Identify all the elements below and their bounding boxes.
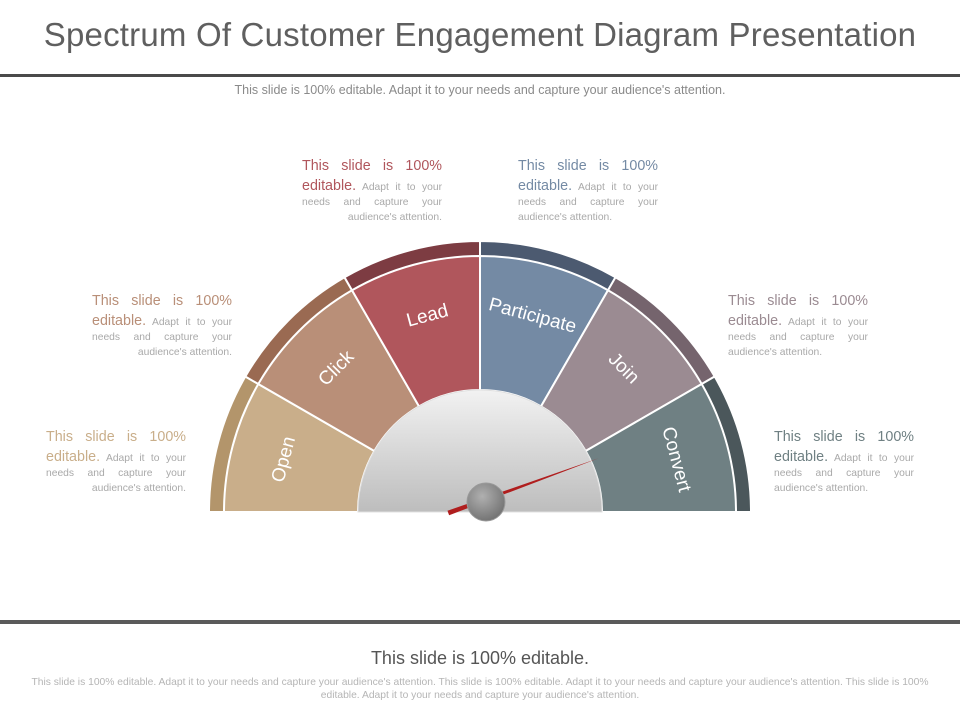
stage-note-body: Adapt it to your needs and capture your …	[518, 181, 658, 223]
slide-title: Spectrum Of Customer Engagement Diagram …	[43, 16, 917, 53]
slide-subtitle: This slide is 100% editable. Adapt it to…	[234, 83, 726, 97]
stage-note-participate: This slide is 100% editable. Adapt it to…	[518, 157, 658, 225]
footer-text: This slide is 100% editable. Adapt it to…	[31, 677, 929, 701]
stage-note-body: Adapt it to your needs and capture your …	[728, 316, 868, 358]
footer-title: This slide is 100% editable.	[370, 648, 590, 668]
gauge-dial	[357, 389, 603, 513]
stage-note-heading: This slide is 100% editable.	[518, 158, 658, 194]
stage-note-click: This slide is 100% editable. Adapt it to…	[92, 292, 232, 360]
stage-note-convert: This slide is 100% editable. Adapt it to…	[774, 428, 914, 496]
stage-note-body: Adapt it to your needs and capture your …	[774, 452, 914, 494]
stage-note-heading: This slide is 100% editable.	[728, 293, 868, 329]
title-divider	[0, 74, 960, 77]
stage-note-join: This slide is 100% editable. Adapt it to…	[728, 292, 868, 360]
stage-note-heading: This slide is 100% editable.	[774, 429, 914, 465]
stage-note-heading: This slide is 100% editable.	[46, 429, 186, 465]
stage-note-body: Adapt it to your needs and capture your …	[302, 181, 442, 223]
stage-note-heading: This slide is 100% editable.	[92, 293, 232, 329]
footer-divider	[0, 620, 960, 624]
stage-note-heading: This slide is 100% editable.	[302, 158, 442, 194]
stage-note-body: Adapt it to your needs and capture your …	[46, 452, 186, 494]
gauge-hub	[466, 482, 506, 522]
stage-note-lead: This slide is 100% editable. Adapt it to…	[302, 157, 442, 225]
stage-note-open: This slide is 100% editable. Adapt it to…	[46, 428, 186, 496]
stage-note-body: Adapt it to your needs and capture your …	[92, 316, 232, 358]
